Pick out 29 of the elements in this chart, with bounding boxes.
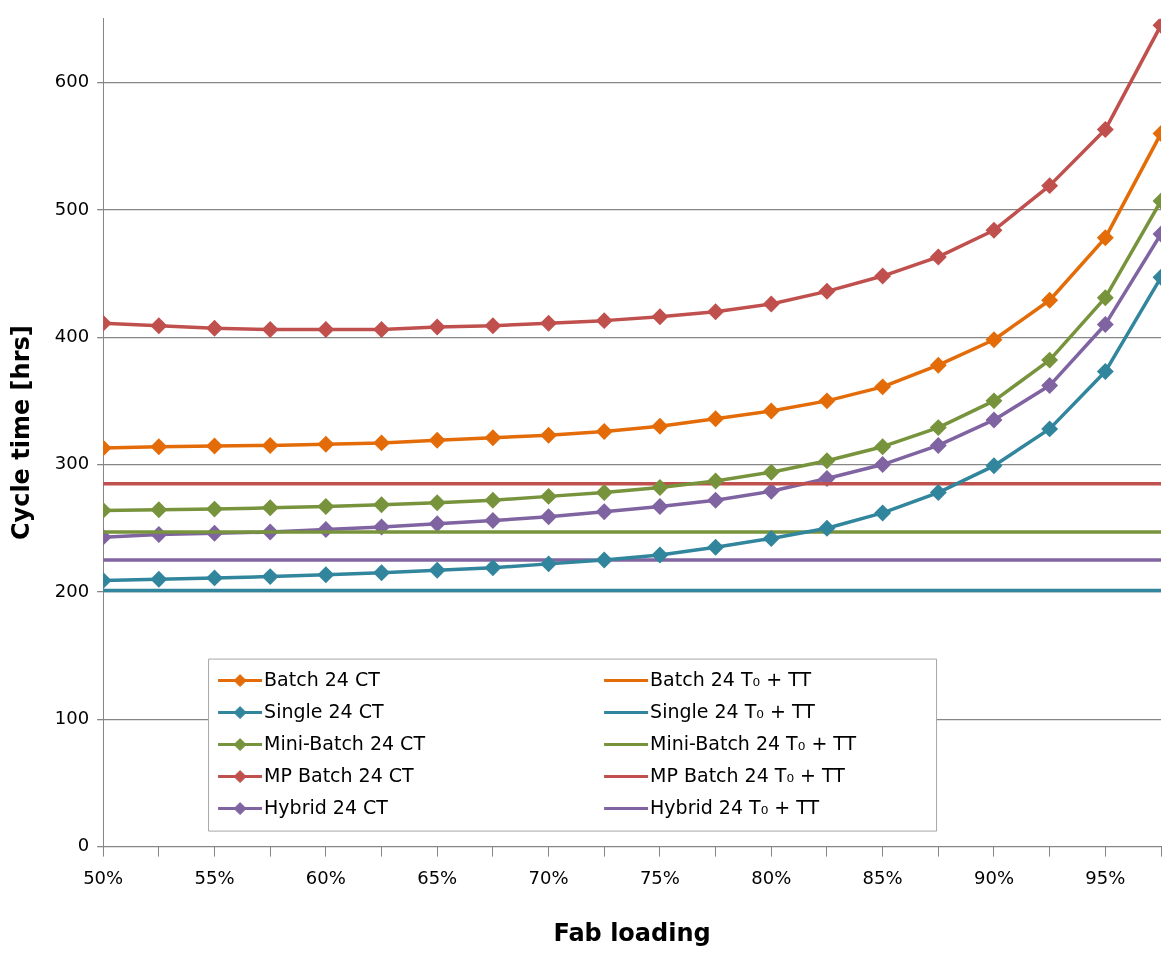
- x-tick-label: 90%: [973, 867, 1014, 889]
- x-tick-label: 75%: [639, 867, 680, 889]
- y-tick-label: 400: [54, 324, 90, 346]
- x-tick-label: 55%: [194, 867, 235, 889]
- y-axis-title: Cycle time [hrs]: [6, 325, 35, 541]
- y-tick-label: 300: [54, 452, 90, 474]
- y-tick-label: 500: [54, 197, 90, 219]
- x-tick-label: 65%: [417, 867, 458, 889]
- legend-label: Hybrid 24 CT: [264, 795, 389, 818]
- legend-label: Mini-Batch 24 CT: [264, 731, 426, 754]
- x-tick-label: 85%: [862, 867, 903, 889]
- y-tick-label: 200: [54, 579, 90, 601]
- legend-label: MP Batch 24 CT: [264, 763, 415, 786]
- x-tick-label: 50%: [83, 867, 124, 889]
- x-tick-label: 80%: [751, 867, 792, 889]
- x-tick-label: 70%: [528, 867, 569, 889]
- legend-label: Hybrid 24 T₀ + TT: [650, 795, 820, 818]
- y-tick-label: 600: [54, 70, 90, 92]
- legend-label: Mini-Batch 24 T₀ + TT: [650, 731, 857, 754]
- legend-label: Batch 24 T₀ + TT: [650, 667, 812, 690]
- y-tick-label: 0: [77, 834, 90, 856]
- legend-label: Single 24 CT: [264, 699, 385, 722]
- legend-label: Batch 24 CT: [264, 667, 381, 690]
- x-tick-label: 60%: [305, 867, 346, 889]
- x-axis-title: Fab loading: [553, 918, 711, 947]
- legend-label: Single 24 T₀ + TT: [650, 699, 816, 722]
- x-tick-label: 95%: [1085, 867, 1126, 889]
- legend-label: MP Batch 24 T₀ + TT: [650, 763, 846, 786]
- y-tick-label: 100: [54, 706, 90, 728]
